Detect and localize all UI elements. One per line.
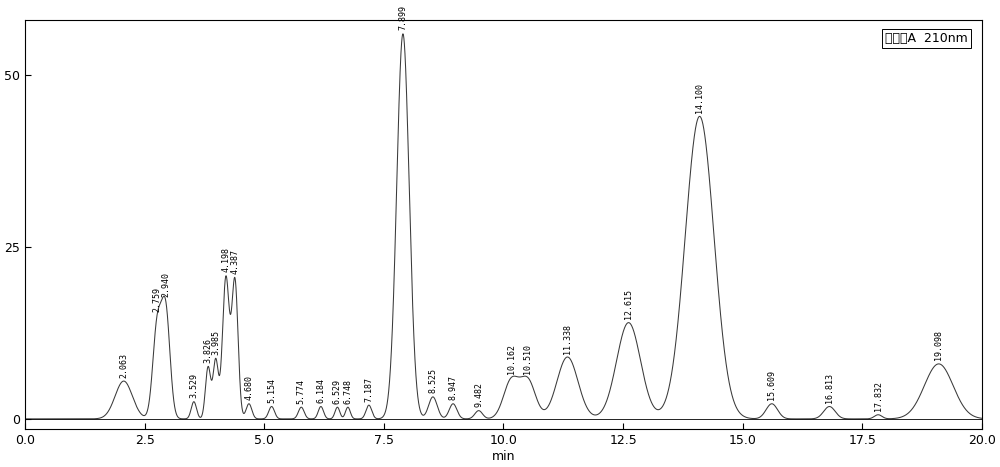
Text: 2.759: 2.759 — [153, 287, 162, 312]
Text: 16.813: 16.813 — [825, 373, 834, 403]
Text: 5.774: 5.774 — [297, 379, 306, 404]
Text: 5.154: 5.154 — [267, 378, 276, 403]
Text: 3.826: 3.826 — [204, 338, 213, 363]
Text: 8.947: 8.947 — [449, 375, 458, 400]
Text: 19.098: 19.098 — [934, 331, 943, 361]
X-axis label: min: min — [492, 450, 515, 463]
Text: 4.680: 4.680 — [244, 375, 253, 400]
Text: 2.940: 2.940 — [161, 272, 170, 297]
Text: 6.529: 6.529 — [333, 379, 342, 404]
Text: 2.063: 2.063 — [119, 353, 128, 378]
Text: 17.832: 17.832 — [874, 382, 883, 411]
Text: 14.100: 14.100 — [695, 83, 704, 113]
Text: 12.615: 12.615 — [624, 289, 633, 319]
Text: 7.187: 7.187 — [364, 377, 373, 402]
Text: 检测器A  210nm: 检测器A 210nm — [885, 32, 968, 45]
Text: 15.609: 15.609 — [767, 370, 776, 400]
Text: 4.387: 4.387 — [230, 249, 239, 274]
Text: 3.985: 3.985 — [211, 330, 220, 355]
Text: 6.184: 6.184 — [316, 378, 325, 403]
Text: 11.338: 11.338 — [563, 324, 572, 354]
Text: 6.748: 6.748 — [343, 379, 352, 404]
Text: 4.198: 4.198 — [221, 248, 230, 272]
Text: 8.525: 8.525 — [428, 368, 437, 393]
Text: 3.529: 3.529 — [189, 373, 198, 398]
Text: 7.899: 7.899 — [398, 6, 407, 30]
Text: 9.482: 9.482 — [474, 382, 483, 407]
Text: 10.162: 10.162 — [507, 344, 516, 374]
Text: 10.510: 10.510 — [523, 344, 532, 374]
